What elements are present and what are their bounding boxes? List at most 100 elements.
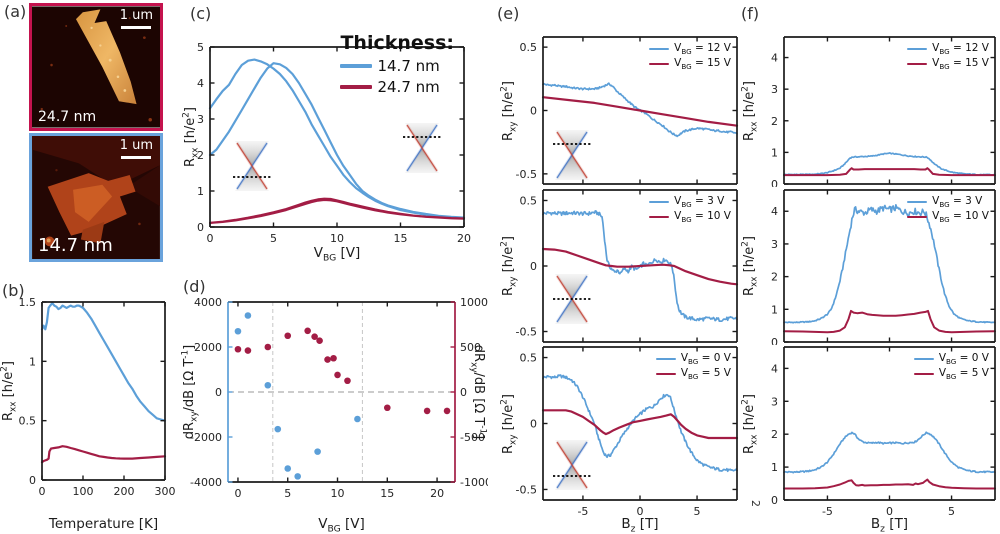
legend-entry: VBG = 5 V: [655, 367, 731, 382]
chart-canvas: 0 5 10 15 20 0 1 2 3 4 5: [197, 41, 471, 245]
svg-text:-0.5: -0.5: [516, 168, 537, 181]
chart-canvas: -0.5 0 0.5: [516, 189, 739, 343]
legend: VBG = 12 V VBG = 15 V: [649, 42, 731, 71]
y-axis-label: Rxx [h/e2]: [740, 393, 760, 454]
svg-text:10: 10: [330, 232, 344, 245]
svg-text:100: 100: [73, 485, 94, 498]
legend-entry: VBG = 15 V: [649, 57, 731, 71]
legend-entry: VBG = 10 V: [907, 210, 989, 224]
x-axis-label: VBG [V]: [313, 245, 361, 264]
panel-label-f: (f): [741, 4, 760, 23]
legend-label: 24.7 nm: [377, 78, 440, 96]
legend-entry: VBG = 0 V: [913, 352, 989, 366]
legend: Thickness: 14.7 nm 24.7 nm: [340, 32, 454, 96]
legend-swatch: [907, 47, 928, 51]
svg-text:2: 2: [771, 115, 778, 128]
legend-entry: VBG = 3 V: [649, 195, 724, 209]
svg-text:-0.5: -0.5: [516, 483, 537, 496]
afm-image-thick-flake: 1 um 24.7 nm: [29, 3, 163, 131]
svg-text:2000: 2000: [194, 341, 222, 354]
svg-text:5: 5: [284, 487, 291, 500]
legend-label: VBG = 0 V: [680, 352, 731, 367]
legend-label: VBG = 12 V: [674, 42, 731, 57]
svg-text:0: 0: [530, 105, 537, 118]
afm-image-thin-flake: 1 um 14.7 nm: [29, 133, 163, 262]
legend-swatch: [907, 215, 928, 219]
svg-text:300: 300: [155, 485, 176, 498]
svg-text:5: 5: [694, 505, 701, 518]
chart-canvas: 0 1 2 3 4: [771, 36, 996, 187]
legend-label: VBG = 15 V: [674, 57, 731, 72]
svg-text:0: 0: [771, 494, 778, 507]
svg-text:0: 0: [207, 232, 214, 245]
legend: VBG = 12 V VBG = 15 V: [907, 42, 989, 71]
legend-swatch: [340, 85, 373, 89]
x-axis-label: VBG [V]: [318, 516, 365, 534]
svg-text:4: 4: [771, 205, 778, 218]
svg-text:-1000: -1000: [460, 476, 488, 489]
y-axis-label: Rxx [h/e2]: [0, 360, 19, 422]
y-axis-label: Rxx [h/e2]: [740, 235, 760, 297]
chart-canvas: -5 0 5 0 1 2 3 4: [771, 346, 996, 518]
afm-topography-art: [32, 136, 160, 259]
svg-text:0: 0: [637, 505, 644, 518]
legend-label: VBG = 3 V: [932, 195, 983, 210]
panel-label-c: (c): [190, 4, 212, 23]
y-axis-label: Rxx [h/e2]: [740, 80, 760, 141]
svg-text:1.5: 1.5: [19, 296, 37, 309]
y-axis-label-right: dRxy/dB [Ω T-1]: [468, 344, 488, 440]
band-diagram-inset-fermi-below: [230, 138, 274, 194]
legend-entry: VBG = 15 V: [907, 57, 989, 71]
svg-text:1: 1: [29, 355, 36, 368]
legend-label: VBG = 10 V: [932, 210, 989, 225]
svg-text:2: 2: [771, 428, 778, 441]
svg-text:-4000: -4000: [190, 476, 222, 489]
legend-label: VBG = 5 V: [680, 367, 731, 382]
chart-hall-slope-vs-gate-voltage: 0 5 10 15 20 -4000 -2000 0 2000 4000 -1000 -500 0 500…: [176, 278, 488, 534]
chart-canvas: 0 1 2 3 4: [771, 189, 996, 345]
svg-text:3: 3: [197, 113, 204, 126]
chart-canvas: 0 100 200 300 0 0.5 1 1.5: [19, 296, 176, 498]
legend-swatch: [913, 372, 934, 376]
legend-entry: VBG = 10 V: [649, 210, 731, 224]
svg-text:0: 0: [197, 221, 204, 234]
svg-text:2: 2: [771, 271, 778, 284]
svg-text:5: 5: [270, 232, 277, 245]
chart-rxy-vs-field-12v: -0.5 0 0.5 Rxy [h/e2] VBG = 12 V VBG = 15 V: [498, 27, 740, 187]
chart-rxx-vs-field-3v: 0 1 2 3 4 Rxx [h/e2] VBG = 3 V VBG = 10 V: [740, 187, 998, 345]
svg-text:5: 5: [197, 41, 204, 54]
svg-text:-5: -5: [577, 505, 588, 518]
legend: VBG = 0 V VBG = 5 V: [913, 352, 989, 382]
legend-entry: VBG = 12 V: [907, 42, 989, 56]
svg-text:0: 0: [771, 178, 778, 187]
svg-text:20: 20: [430, 487, 444, 500]
legend-swatch: [655, 357, 676, 361]
legend-label: VBG = 15 V: [932, 57, 989, 72]
chart-rxy-vs-field-3v: -0.5 0 0.5 Rxy [h/e2] VBG = 3 V VBG = 10 V: [498, 187, 740, 345]
y-axis-label: Rxx [h/e2]: [181, 106, 201, 168]
legend: VBG = 3 V VBG = 10 V: [649, 195, 731, 224]
legend-entry: VBG = 5 V: [913, 367, 989, 382]
svg-text:-0.5: -0.5: [516, 326, 537, 339]
legend-swatch: [649, 200, 670, 204]
y-axis-label: dRxy/dB [Ω T-1]: [180, 344, 200, 440]
legend-swatch: [649, 62, 670, 66]
svg-text:4: 4: [771, 362, 778, 375]
y-axis-label: Rxy [h/e2]: [499, 393, 519, 454]
legend-swatch: [649, 47, 670, 51]
svg-text:0: 0: [234, 487, 241, 500]
legend-label: VBG = 10 V: [674, 210, 731, 225]
legend-label: 14.7 nm: [377, 57, 440, 75]
svg-text:2: 2: [197, 149, 204, 162]
svg-text:0.5: 0.5: [19, 415, 37, 428]
svg-text:4: 4: [197, 77, 204, 90]
legend-label: VBG = 5 V: [938, 367, 989, 382]
svg-text:1: 1: [771, 146, 778, 159]
svg-text:10: 10: [331, 487, 345, 500]
panel-label-a: (a): [4, 2, 27, 21]
svg-text:0: 0: [460, 386, 467, 399]
svg-text:0: 0: [530, 260, 537, 273]
legend-swatch: [340, 64, 373, 68]
svg-text:-500: -500: [460, 431, 485, 444]
